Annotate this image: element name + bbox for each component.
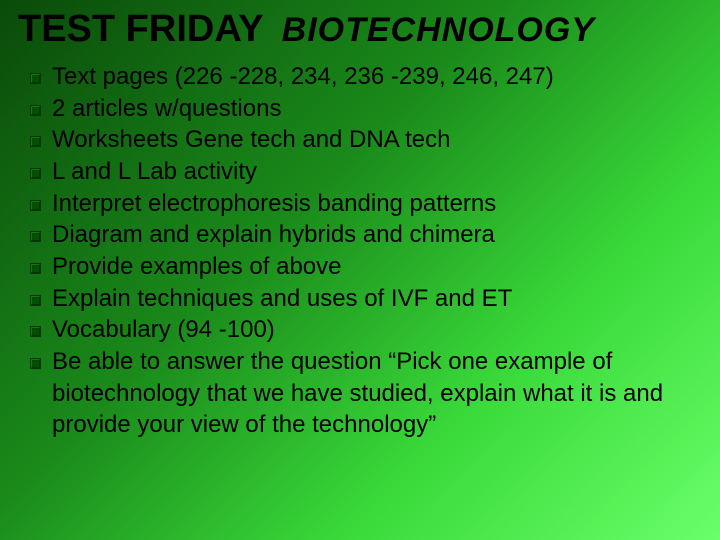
list-item: Provide examples of above bbox=[30, 251, 702, 283]
slide: TEST FRIDAY BIOTECHNOLOGY Text pages (22… bbox=[0, 0, 720, 540]
list-item: Vocabulary (94 -100) bbox=[30, 314, 702, 346]
bullet-text: L and L Lab activity bbox=[52, 158, 257, 185]
bullet-text: Worksheets Gene tech and DNA tech bbox=[52, 126, 450, 153]
bullet-text: Text pages (226 -228, 234, 236 -239, 246… bbox=[52, 63, 554, 90]
list-item: Be able to answer the question “Pick one… bbox=[30, 346, 702, 441]
list-item: Worksheets Gene tech and DNA tech bbox=[30, 124, 702, 156]
list-item: L and L Lab activity bbox=[30, 156, 702, 188]
bullet-text: Diagram and explain hybrids and chimera bbox=[52, 221, 495, 248]
title-main: TEST FRIDAY bbox=[18, 8, 264, 51]
bullet-text: Interpret electrophoresis banding patter… bbox=[52, 190, 496, 217]
bullet-text: 2 articles w/questions bbox=[52, 95, 281, 122]
bullet-text: Provide examples of above bbox=[52, 253, 342, 280]
list-item: Diagram and explain hybrids and chimera bbox=[30, 219, 702, 251]
title-row: TEST FRIDAY BIOTECHNOLOGY bbox=[18, 8, 702, 51]
bullet-list: Text pages (226 -228, 234, 236 -239, 246… bbox=[18, 61, 702, 441]
title-sub: BIOTECHNOLOGY bbox=[282, 11, 595, 50]
list-item: 2 articles w/questions bbox=[30, 93, 702, 125]
list-item: Explain techniques and uses of IVF and E… bbox=[30, 283, 702, 315]
list-item: Text pages (226 -228, 234, 236 -239, 246… bbox=[30, 61, 702, 93]
bullet-text: Explain techniques and uses of IVF and E… bbox=[52, 285, 512, 312]
list-item: Interpret electrophoresis banding patter… bbox=[30, 188, 702, 220]
bullet-text: Vocabulary (94 -100) bbox=[52, 316, 275, 343]
bullet-text: Be able to answer the question “Pick one… bbox=[52, 348, 663, 438]
